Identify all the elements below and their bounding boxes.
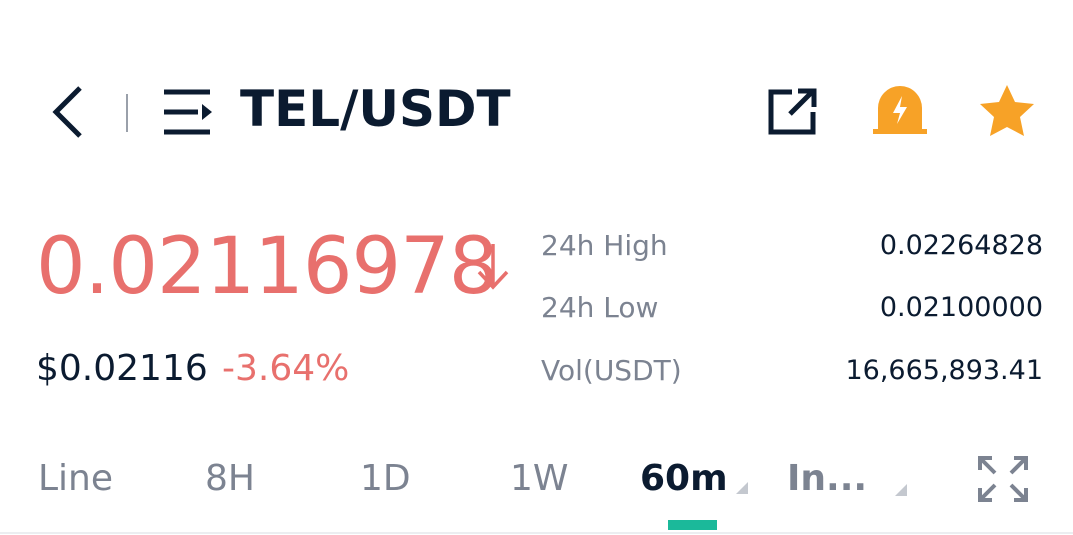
active-tab-indicator (668, 520, 717, 530)
stat-value: 16,665,893.41 (845, 355, 1043, 386)
down-arrow (477, 244, 509, 290)
fiat-price: $0.02116 (36, 348, 208, 389)
stat-label: Vol(USDT) (541, 354, 682, 387)
dropdown-indicator (895, 484, 907, 496)
alert-button[interactable] (873, 86, 927, 134)
stat-label: 24h Low (541, 291, 659, 324)
tab[interactable]: 1D (360, 458, 411, 499)
tab[interactable]: 1W (510, 458, 569, 499)
share-button[interactable] (768, 88, 817, 135)
stat-value: 0.02264828 (879, 230, 1043, 261)
pair-title: TEL/USDT (240, 80, 511, 138)
fullscreen-button[interactable] (978, 456, 1028, 502)
tab[interactable]: Line (38, 458, 114, 499)
favorite-button[interactable] (980, 85, 1034, 136)
last-price: 0.02116978 (36, 222, 498, 312)
tab[interactable]: 60m (640, 458, 728, 499)
dropdown-indicator (736, 482, 748, 494)
menu-button[interactable] (164, 89, 212, 135)
tab[interactable]: 8H (205, 458, 255, 499)
stat-value: 0.02100000 (879, 292, 1043, 323)
price-change: -3.64% (222, 348, 350, 389)
back-button[interactable] (52, 86, 82, 138)
stat-label: 24h High (541, 229, 668, 262)
tab[interactable]: In... (787, 458, 868, 499)
